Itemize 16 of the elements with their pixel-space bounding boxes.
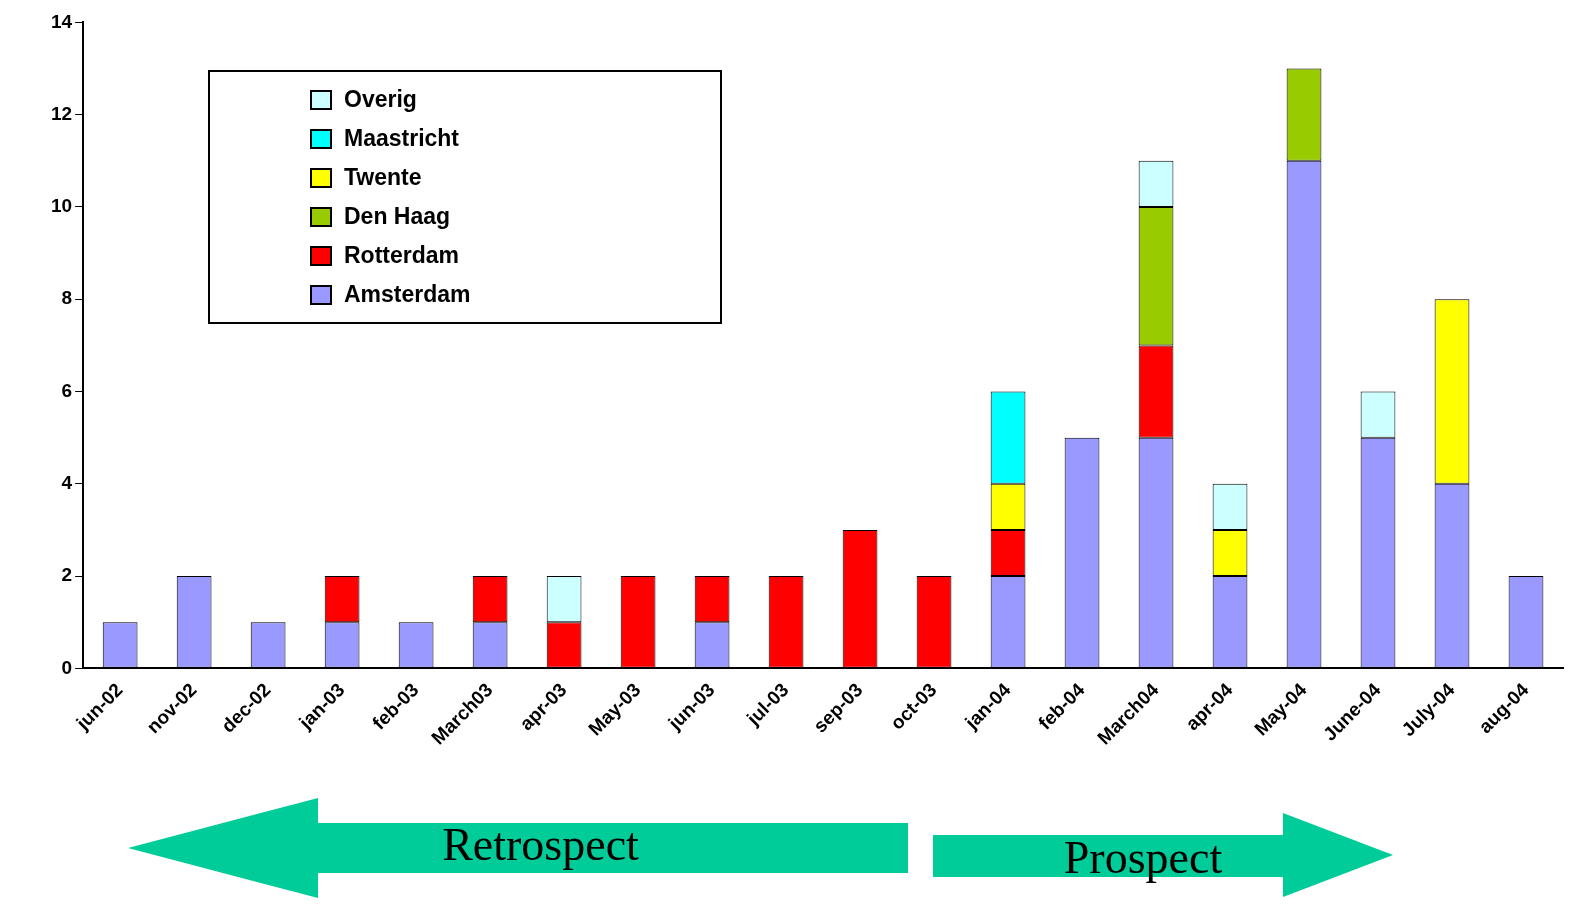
y-tick-label: 0: [61, 656, 73, 678]
text: Retrospect: [441, 818, 640, 871]
y-tick-label: 12: [50, 102, 73, 124]
y-tick-label: 10: [50, 195, 73, 217]
legend-label: Amsterdam: [344, 281, 471, 308]
legend-label: Overig: [344, 86, 417, 113]
legend-label: Twente: [344, 164, 422, 191]
legend-label: Rotterdam: [344, 242, 460, 269]
y-tick-label: 14: [50, 10, 73, 32]
y-tick-label: 6: [61, 379, 73, 401]
legend-label: Den Haag: [344, 203, 451, 230]
y-tick-label: 8: [61, 287, 73, 309]
text: Prospect: [1062, 831, 1224, 884]
legend-label: Maastricht: [344, 125, 460, 152]
y-tick-label: 2: [61, 564, 73, 586]
y-tick-label: 4: [61, 472, 73, 494]
